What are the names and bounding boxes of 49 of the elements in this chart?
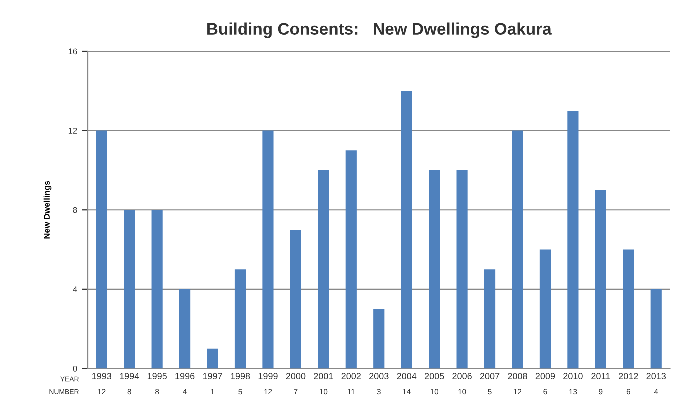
bar [234, 270, 246, 369]
x-tick-label: 2013 [646, 373, 666, 380]
bar [318, 170, 330, 369]
bar [429, 170, 440, 369]
x-tick-label: 1997 [203, 373, 222, 380]
x-tick-label: 2010 [564, 373, 583, 380]
x-tick-label: 1996 [176, 373, 195, 380]
bar [96, 130, 108, 369]
x-tick-label: 2011 [592, 373, 610, 380]
bar [290, 230, 302, 369]
bar [595, 190, 606, 369]
bar [568, 110, 579, 369]
bar [124, 210, 136, 369]
x-tick-label: 2000 [286, 373, 306, 380]
bar [512, 130, 524, 369]
y-axis-title: New Dwellings [44, 181, 52, 239]
bar [262, 130, 274, 369]
x-tick-label: 2009 [536, 373, 556, 380]
y-tick-label: 16 [68, 48, 78, 55]
bar [374, 309, 385, 369]
bar [540, 250, 552, 369]
bar [456, 170, 468, 369]
x-tick-label: 2002 [342, 373, 361, 380]
x-tick-label: 2008 [508, 373, 528, 380]
bar [401, 91, 412, 369]
y-tick-label: 12 [68, 128, 78, 134]
x-tick-label: 2005 [424, 373, 444, 380]
y-tick-label: 8 [73, 207, 78, 214]
x-tick-label: 1999 [258, 373, 278, 380]
x-tick-label: 2003 [370, 373, 389, 380]
x-tick-label: 2006 [452, 373, 472, 380]
x-tick-label: 2012 [619, 373, 638, 380]
x-tick-label: 2007 [480, 373, 500, 380]
x-tick-label: 1995 [148, 373, 167, 380]
x-tick-label: 1998 [231, 373, 250, 380]
bar [152, 210, 163, 369]
y-tick-label: 0 [73, 366, 78, 372]
bar [623, 250, 634, 369]
bar [484, 270, 496, 369]
x-tick-label: 2001 [314, 373, 334, 380]
bar [650, 289, 662, 369]
chart-title: Building Consents: New Dwellings Oakura [208, 22, 552, 38]
bar [180, 289, 191, 369]
y-tick-label: 4 [73, 286, 78, 292]
x-tick-label: 2004 [397, 373, 417, 380]
bar [207, 348, 218, 369]
x-tick-label: 1993 [92, 373, 112, 380]
bar [346, 150, 357, 369]
x-tick-label: 1994 [120, 373, 140, 380]
